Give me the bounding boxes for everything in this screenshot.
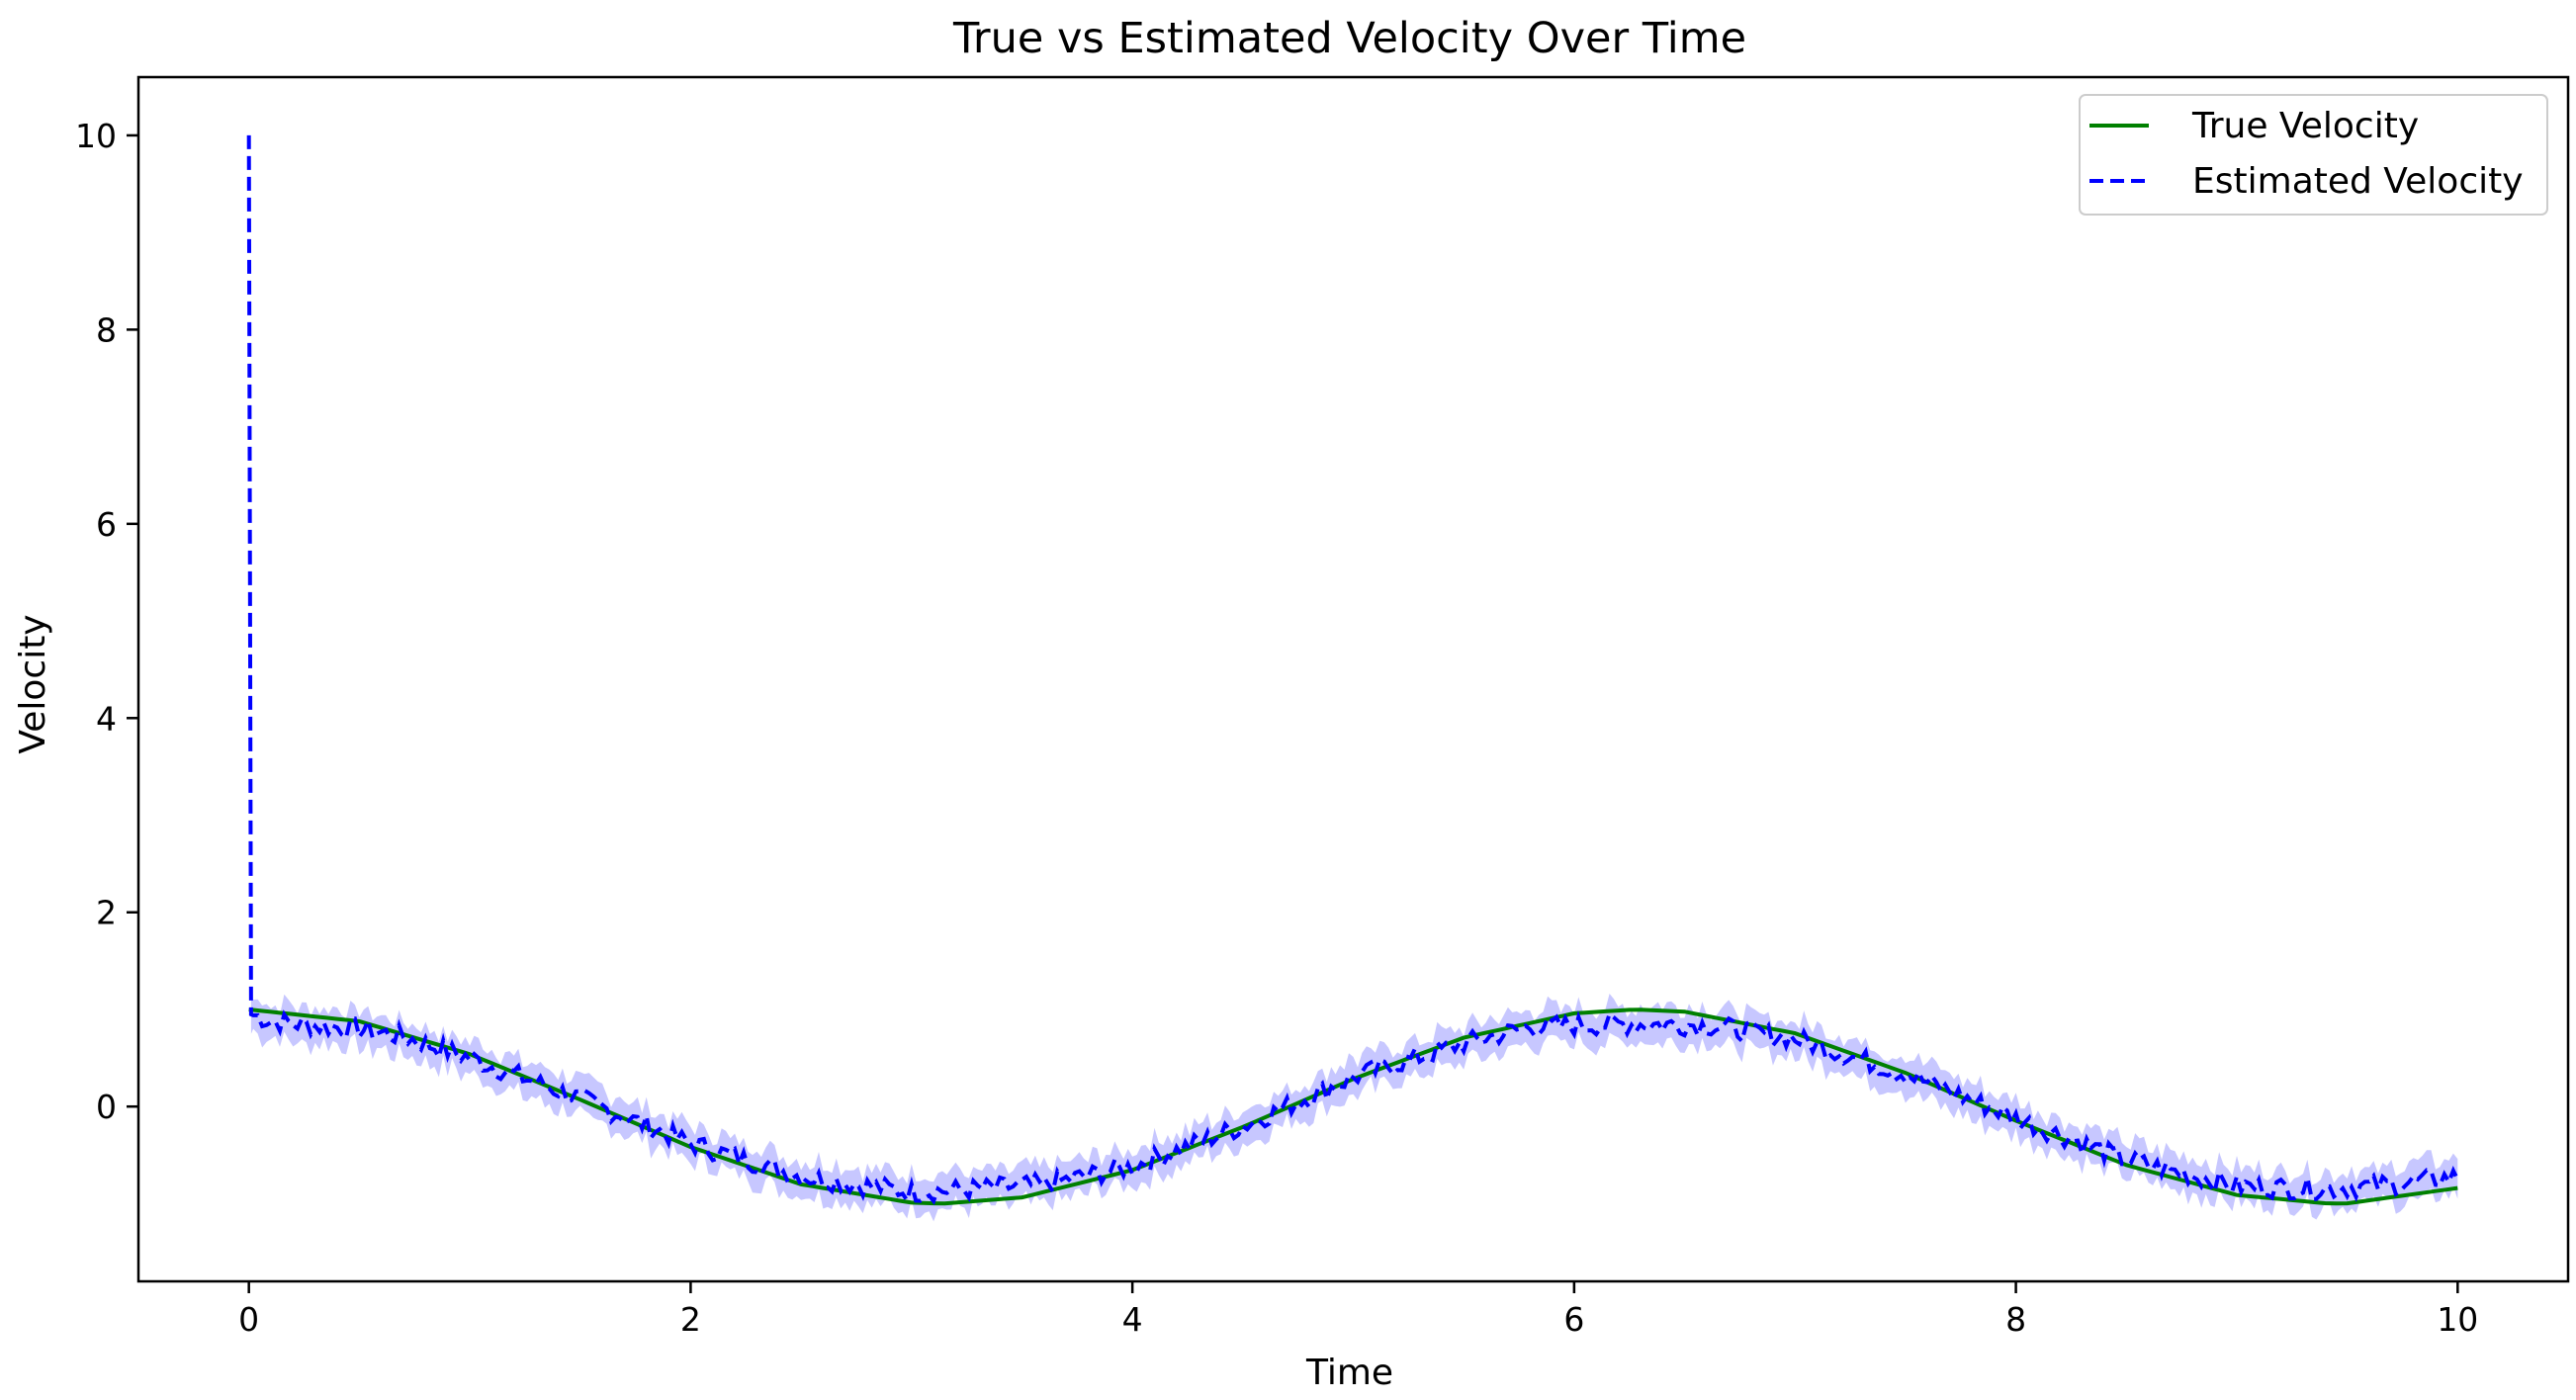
estimate-uncertainty-band: [250, 994, 2458, 1222]
x-tick-label: 10: [2437, 1300, 2478, 1339]
y-tick-label: 8: [96, 310, 117, 349]
plot-area: [246, 134, 2460, 1222]
legend: True Velocity Estimated Velocity: [2079, 94, 2548, 216]
y-tick-label: 10: [75, 117, 117, 155]
chart-title: True vs Estimated Velocity Over Time: [952, 14, 1746, 63]
x-tick-label: 4: [1122, 1300, 1143, 1339]
y-tick-label: 0: [96, 1088, 117, 1126]
y-tick-label: 4: [96, 699, 117, 738]
plot-inner: [246, 134, 2460, 1222]
legend-label-estimated-velocity: Estimated Velocity: [2192, 161, 2524, 202]
x-axis-label: Time: [1305, 1353, 1393, 1393]
legend-label-true-velocity: True Velocity: [2191, 106, 2419, 146]
y-tick-label: 6: [96, 505, 117, 544]
axes: 0 2 4 6 8 10 0 2 4 6 8 10: [75, 75, 2570, 1339]
x-tick-label: 6: [1563, 1300, 1584, 1339]
axes-frame: [136, 75, 2570, 1283]
legend-box: [2079, 94, 2548, 216]
y-tick-label: 2: [96, 894, 117, 932]
series-line-estimated-velocity: [246, 134, 2460, 1205]
x-tick-label: 0: [238, 1300, 259, 1339]
x-tick-label: 8: [2005, 1300, 2026, 1339]
y-axis-label: Velocity: [13, 614, 53, 753]
x-tick-label: 2: [680, 1300, 701, 1339]
